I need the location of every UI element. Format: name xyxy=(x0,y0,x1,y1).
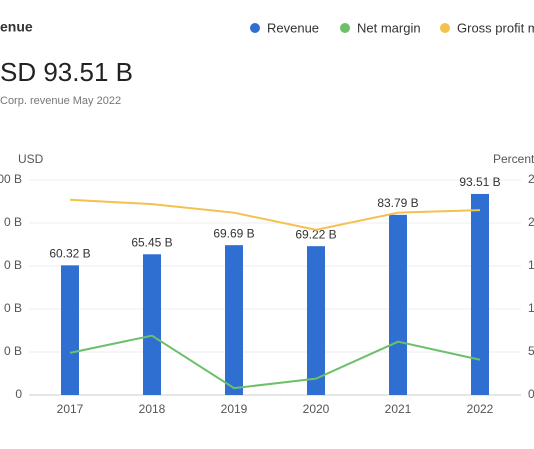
y2-tick-label: 1 xyxy=(528,258,534,272)
legend-label: Revenue xyxy=(267,20,319,35)
headline: SD 93.51 B xyxy=(0,57,133,87)
legend-marker xyxy=(250,23,260,33)
x-tick-label: 2022 xyxy=(467,402,494,416)
value-label: 69.22 B xyxy=(295,227,336,241)
y2-axis-label: Percenta xyxy=(493,152,534,166)
x-tick-label: 2020 xyxy=(303,402,330,416)
bar xyxy=(307,246,325,395)
legend-label: Gross profit m xyxy=(457,20,534,35)
y-tick-label: 0 xyxy=(15,387,22,401)
line xyxy=(69,334,481,390)
value-label: 69.69 B xyxy=(213,226,254,240)
legend-label: Net margin xyxy=(357,20,421,35)
value-label: 93.51 B xyxy=(459,175,500,189)
bar xyxy=(225,245,243,395)
y2-tick-label: 2 xyxy=(528,172,534,186)
bar xyxy=(389,214,407,395)
x-tick-label: 2019 xyxy=(221,402,248,416)
y-tick-label: 0 B xyxy=(4,258,22,272)
subtitle: Corp. revenue May 2022 xyxy=(0,95,121,107)
value-label: 60.32 B xyxy=(49,246,90,260)
x-tick-label: 2017 xyxy=(57,402,84,416)
bar xyxy=(471,193,489,395)
chart-title: enue xyxy=(0,19,33,35)
y-tick-label: 0 B xyxy=(4,344,22,358)
x-tick-label: 2021 xyxy=(385,402,412,416)
y-tick-label: 00 B xyxy=(0,172,22,186)
value-label: 65.45 B xyxy=(131,235,172,249)
y-tick-label: 0 B xyxy=(4,215,22,229)
bar xyxy=(143,254,161,395)
value-label: 83.79 B xyxy=(377,196,418,210)
y-axis-label: USD xyxy=(18,152,44,166)
x-tick-label: 2018 xyxy=(139,402,166,416)
y2-tick-label: 0 xyxy=(528,387,534,401)
bar xyxy=(61,265,79,395)
y2-tick-label: 5 xyxy=(528,344,534,358)
legend-marker xyxy=(440,23,450,33)
y-tick-label: 0 B xyxy=(4,301,22,315)
y2-tick-label: 2 xyxy=(528,215,534,229)
y2-tick-label: 1 xyxy=(528,301,534,315)
legend-marker xyxy=(340,23,350,33)
line xyxy=(69,198,481,231)
